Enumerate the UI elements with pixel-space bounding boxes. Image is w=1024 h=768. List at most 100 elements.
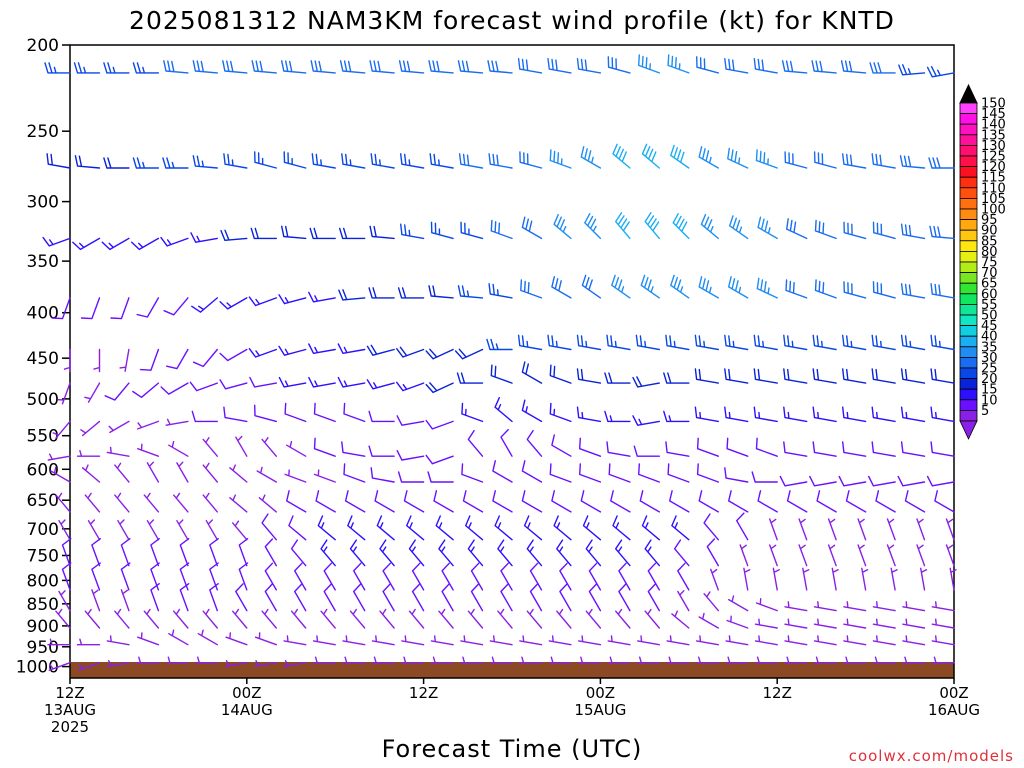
wind-barb <box>632 376 660 388</box>
colorbar-swatch <box>959 187 978 199</box>
y-tick-label: 750 <box>27 546 59 566</box>
wind-barb <box>139 348 160 371</box>
wind-barb <box>458 153 484 169</box>
colorbar-min-arrow <box>959 420 978 440</box>
wind-barb <box>470 583 484 612</box>
wind-barb <box>58 590 71 612</box>
wind-barb <box>783 406 808 423</box>
wind-barb <box>931 656 955 664</box>
wind-barb <box>179 583 190 612</box>
wind-barb <box>80 297 101 320</box>
colorbar-swatch <box>959 144 978 157</box>
wind-barb <box>899 155 926 169</box>
colorbar-swatch <box>959 219 978 231</box>
wind-barb <box>931 635 955 646</box>
wind-barb <box>579 437 602 457</box>
colorbar-label: 75 <box>981 256 998 271</box>
colorbar-label: 50 <box>981 309 998 324</box>
wind-barb <box>638 54 660 74</box>
wind-barb <box>930 441 955 457</box>
colorbar-label: 110 <box>981 181 1006 196</box>
wind-barb <box>470 562 484 591</box>
wind-barb <box>368 445 395 457</box>
colorbar-label: 105 <box>981 192 1006 207</box>
y-tick-label: 1000 <box>16 658 59 678</box>
wind-barb <box>769 544 778 567</box>
wind-barb <box>728 595 749 612</box>
x-tick-label: 00Z <box>586 684 615 702</box>
wind-barb <box>294 583 307 612</box>
wind-barb <box>286 490 307 513</box>
wind-barb <box>250 227 277 240</box>
wind-barb <box>529 562 543 591</box>
wind-barb <box>529 583 543 612</box>
wind-barb <box>725 656 749 664</box>
colorbar-label: 5 <box>981 404 989 419</box>
wind-barb <box>258 494 277 513</box>
wind-barb <box>724 406 749 423</box>
wind-barb <box>843 618 867 629</box>
wind-barb <box>313 469 336 483</box>
wind-barb <box>559 562 572 591</box>
wind-barb <box>551 490 572 513</box>
wind-barb <box>117 519 130 541</box>
wind-barb <box>281 225 307 240</box>
colorbar-label: 40 <box>981 330 998 345</box>
wind-barb <box>403 490 425 513</box>
wind-barb <box>521 216 543 240</box>
wind-barb <box>901 656 926 664</box>
wind-barb <box>87 519 101 541</box>
wind-barb <box>900 406 926 423</box>
wind-barb <box>254 404 277 423</box>
wind-barb <box>637 635 660 646</box>
wind-barb <box>103 62 130 74</box>
wind-barb <box>703 591 719 612</box>
wind-barb <box>553 214 572 240</box>
colorbar-swatch <box>959 378 978 390</box>
wind-barb <box>74 155 101 169</box>
x-tick-label: 12Z <box>763 684 792 702</box>
wind-barb <box>929 225 955 240</box>
wind-barb <box>400 656 425 664</box>
wind-barb <box>842 406 867 423</box>
wind-barb <box>743 567 751 591</box>
wind-barb <box>838 475 867 487</box>
wind-barb <box>309 227 336 240</box>
wind-barb <box>786 218 808 240</box>
wind-barb <box>639 490 660 513</box>
wind-barb <box>667 54 690 74</box>
colorbar-swatch <box>959 208 978 221</box>
wind-barb <box>831 567 839 591</box>
wind-barb <box>872 618 896 629</box>
wind-barb <box>219 297 248 310</box>
wind-barb <box>751 471 778 483</box>
wind-barb <box>900 368 926 384</box>
wind-barb <box>261 513 277 541</box>
wind-barb <box>519 635 543 646</box>
wind-barb <box>396 415 425 426</box>
wind-barb <box>51 297 71 320</box>
wind-barb <box>729 215 749 240</box>
wind-barb <box>902 635 926 646</box>
wind-barb <box>492 490 513 513</box>
wind-barb <box>264 538 277 567</box>
wind-barb <box>308 343 336 354</box>
colorbar-label: 70 <box>981 266 998 281</box>
y-tick-label: 800 <box>27 571 59 591</box>
wind-barb <box>641 143 660 169</box>
wind-barb <box>108 420 130 434</box>
wind-barb <box>644 608 660 629</box>
colorbar-label: 135 <box>981 128 1006 143</box>
wind-barb <box>904 490 926 513</box>
wind-barb <box>165 418 189 426</box>
wind-barb <box>576 334 602 351</box>
wind-barb <box>114 492 130 513</box>
credit-link[interactable]: coolwx.com/models <box>849 747 1014 765</box>
wind-barb <box>487 60 513 74</box>
wind-barb <box>526 608 543 629</box>
y-tick-label: 900 <box>27 617 59 637</box>
colorbar-swatch <box>959 197 978 210</box>
wind-barb <box>313 402 336 423</box>
wind-barb <box>248 296 277 307</box>
